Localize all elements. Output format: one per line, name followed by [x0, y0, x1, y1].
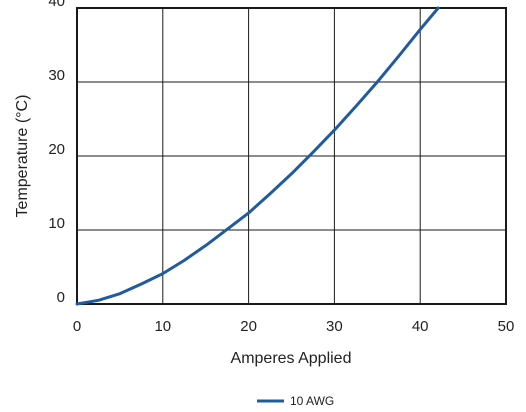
x-tick-label-40: 40	[412, 318, 429, 335]
y-tick-label-0: 0	[57, 289, 65, 306]
y-tick-label-10: 10	[48, 215, 65, 232]
x-tick-label-30: 30	[326, 318, 343, 335]
x-axis-title: Amperes Applied	[231, 350, 352, 367]
y-axis-title: Temperature (°C)	[14, 95, 31, 218]
legend: 10 AWG	[257, 394, 334, 408]
series-line-10-awg	[75, 6, 440, 306]
y-tick-label-20: 20	[48, 141, 65, 158]
y-tick-label-30: 30	[48, 67, 65, 84]
gridlines	[77, 8, 506, 304]
legend-label-10-awg: 10 AWG	[290, 394, 334, 408]
x-tick-label-20: 20	[240, 318, 257, 335]
y-tick-label-40: 40	[48, 0, 65, 10]
x-tick-label-0: 0	[73, 318, 81, 335]
tick-labels: 0 10 20 30 40 50 0 10 20 30 40	[48, 0, 514, 335]
x-tick-label-50: 50	[498, 318, 515, 335]
plot-border	[76, 7, 507, 305]
series-layer	[75, 6, 440, 306]
x-tick-label-10: 10	[154, 318, 171, 335]
